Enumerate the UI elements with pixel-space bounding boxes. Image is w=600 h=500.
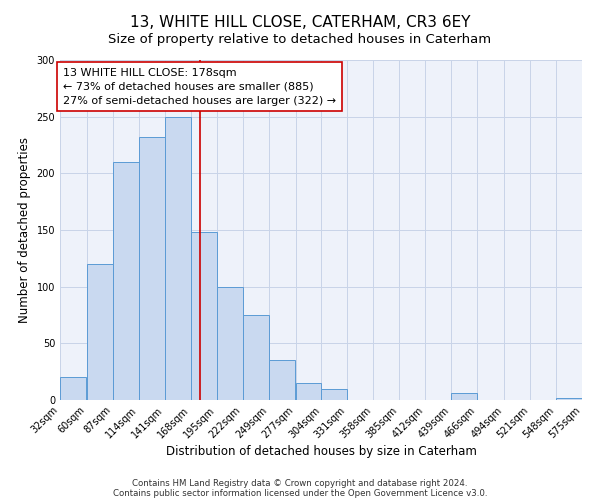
Bar <box>556 398 582 400</box>
Bar <box>296 383 322 400</box>
Y-axis label: Number of detached properties: Number of detached properties <box>18 137 31 323</box>
Bar <box>139 137 165 400</box>
Bar <box>191 232 217 400</box>
Bar <box>113 162 139 400</box>
Bar <box>87 264 113 400</box>
Text: 13 WHITE HILL CLOSE: 178sqm
← 73% of detached houses are smaller (885)
27% of se: 13 WHITE HILL CLOSE: 178sqm ← 73% of det… <box>63 68 336 106</box>
Text: 13, WHITE HILL CLOSE, CATERHAM, CR3 6EY: 13, WHITE HILL CLOSE, CATERHAM, CR3 6EY <box>130 15 470 30</box>
Text: Contains HM Land Registry data © Crown copyright and database right 2024.: Contains HM Land Registry data © Crown c… <box>132 478 468 488</box>
Bar <box>451 393 477 400</box>
X-axis label: Distribution of detached houses by size in Caterham: Distribution of detached houses by size … <box>166 446 476 458</box>
Bar <box>322 388 347 400</box>
Text: Size of property relative to detached houses in Caterham: Size of property relative to detached ho… <box>109 32 491 46</box>
Text: Contains public sector information licensed under the Open Government Licence v3: Contains public sector information licen… <box>113 488 487 498</box>
Bar <box>60 378 86 400</box>
Bar <box>217 286 242 400</box>
Bar <box>269 360 295 400</box>
Bar <box>242 315 269 400</box>
Bar <box>165 116 191 400</box>
